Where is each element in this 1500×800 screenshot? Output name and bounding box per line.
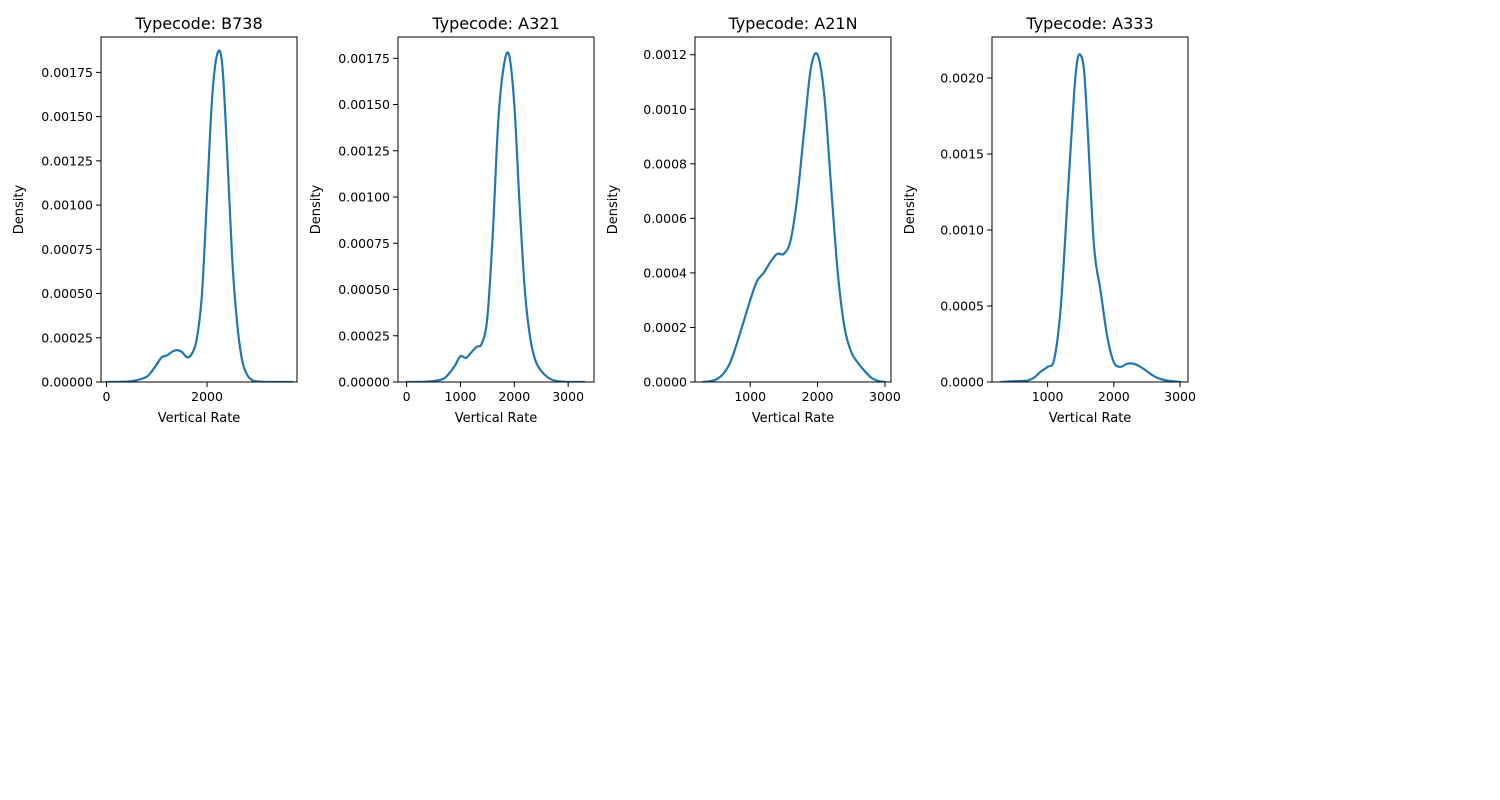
y-tick-label: 0.00075 (41, 242, 93, 257)
y-tick-label: 0.0012 (643, 47, 687, 62)
y-tick-label: 0.00125 (41, 153, 93, 168)
y-tick-label: 0.00175 (41, 65, 93, 80)
x-tick-label: 3000 (552, 389, 584, 404)
y-axis-label: Density (309, 184, 324, 234)
x-tick-label: 2000 (498, 389, 530, 404)
density-curve (105, 49, 294, 382)
y-tick-label: 0.00125 (338, 143, 390, 158)
chart-title: Typecode: A321 (431, 14, 559, 33)
y-axis-label: Density (12, 184, 27, 234)
x-tick-label: 1000 (445, 389, 477, 404)
x-axis-label: Vertical Rate (1049, 411, 1132, 426)
y-tick-label: 0.0005 (940, 299, 984, 314)
y-tick-label: 0.00150 (41, 109, 93, 124)
chart-title: Typecode: B738 (134, 14, 262, 33)
y-axis-label: Density (903, 184, 918, 234)
chart-panel-3: 1000 2000 3000 0.0000 0.0002 0.0004 0.0006 0.00… (606, 14, 901, 426)
y-tick-label: 0.00150 (338, 97, 390, 112)
x-tick-label: 2000 (802, 389, 834, 404)
axes-frame (100, 36, 298, 383)
x-axis-label: Vertical Rate (752, 411, 835, 426)
y-tick-label: 0.00025 (338, 328, 390, 343)
y-tick-label: 0.00075 (338, 236, 390, 251)
density-curve (1000, 53, 1182, 382)
chart-title: Typecode: A333 (1025, 14, 1153, 33)
y-tick-label: 0.0000 (940, 375, 984, 390)
chart-panel-4: 1000 2000 3000 0.0000 0.0005 0.0010 0.0015 0.00… (903, 14, 1196, 426)
y-tick-label: 0.00000 (338, 375, 390, 390)
x-tick-label: 1000 (1032, 389, 1064, 404)
x-tick-label: 3000 (869, 389, 901, 404)
y-tick-label: 0.0002 (643, 320, 687, 335)
y-tick-label: 0.0010 (940, 223, 984, 238)
x-tick-label: 0 (403, 389, 411, 404)
density-curve (701, 52, 887, 382)
x-tick-label: 2000 (191, 389, 223, 404)
y-tick-label: 0.0006 (643, 211, 687, 226)
y-tick-label: 0.0008 (643, 156, 687, 171)
chart-panel-1: 0 2000 0.00000 0.00025 0.00050 0.00075 0.00100… (12, 14, 298, 426)
axes-frame (991, 36, 1189, 383)
y-tick-label: 0.00100 (338, 190, 390, 205)
axes-frame (397, 36, 595, 383)
y-tick-label: 0.00175 (338, 51, 390, 66)
y-tick-label: 0.0004 (643, 265, 687, 280)
x-tick-label: 3000 (1164, 389, 1196, 404)
y-tick-label: 0.0000 (643, 375, 687, 390)
y-tick-label: 0.00050 (338, 282, 390, 297)
x-axis-label: Vertical Rate (455, 411, 538, 426)
x-tick-label: 0 (103, 389, 111, 404)
chart-title: Typecode: A21N (727, 14, 857, 33)
axes-frame (694, 36, 892, 383)
y-tick-label: 0.0010 (643, 102, 687, 117)
y-axis-label: Density (606, 184, 621, 234)
density-curve (405, 51, 586, 382)
chart-panel-2: 0 1000 2000 3000 0.00000 0.00025 0.00050 0.0007… (309, 14, 595, 426)
y-tick-label: 0.00100 (41, 198, 93, 213)
y-tick-label: 0.00000 (41, 375, 93, 390)
y-tick-label: 0.00050 (41, 286, 93, 301)
x-tick-label: 2000 (1098, 389, 1130, 404)
y-tick-label: 0.0015 (940, 147, 984, 162)
x-tick-label: 1000 (734, 389, 766, 404)
x-axis-label: Vertical Rate (158, 411, 241, 426)
y-tick-label: 0.0020 (940, 71, 984, 86)
y-tick-label: 0.00025 (41, 330, 93, 345)
